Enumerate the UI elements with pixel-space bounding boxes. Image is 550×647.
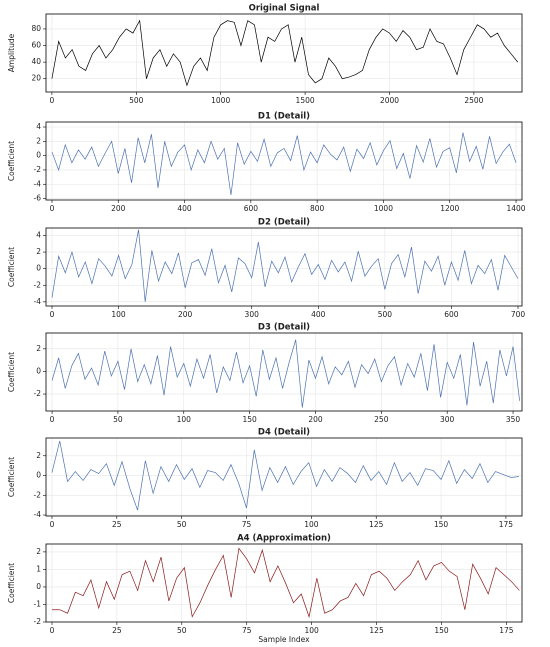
y-axis-label: Coefficient xyxy=(7,457,16,497)
x-tick-label: 200 xyxy=(111,204,126,213)
panel-title: D1 (Detail) xyxy=(258,112,310,122)
plot-frame xyxy=(45,121,523,201)
y-tick-label: 0 xyxy=(36,366,41,375)
y-axis-label: Coefficient xyxy=(7,141,16,181)
x-tick-label: 0 xyxy=(50,415,55,424)
x-tick-label: 1400 xyxy=(506,204,525,213)
signal-line xyxy=(51,132,517,196)
y-tick-label: 0 xyxy=(36,582,41,591)
x-tick-label: 250 xyxy=(374,415,389,424)
signal-line xyxy=(51,547,520,619)
y-tick-label: -6 xyxy=(34,194,42,203)
x-tick-label: 2500 xyxy=(464,96,483,105)
panel-title: D2 (Detail) xyxy=(258,218,310,228)
x-tick-label: 75 xyxy=(242,626,252,635)
plot-frame xyxy=(45,437,523,517)
y-tick-label: 1 xyxy=(36,564,41,573)
y-tick-label: 60 xyxy=(31,41,41,50)
x-tick-label: 125 xyxy=(369,626,384,635)
x-tick-label: 75 xyxy=(242,520,252,529)
y-tick-label: -4 xyxy=(34,297,42,306)
x-tick-label: 800 xyxy=(310,204,325,213)
y-tick-label: 40 xyxy=(31,57,41,66)
plot-frame xyxy=(45,13,523,93)
x-tick-label: 600 xyxy=(244,204,259,213)
y-axis-label: Coefficient xyxy=(7,563,16,603)
y-tick-label: -4 xyxy=(34,179,42,188)
y-tick-label: -2 xyxy=(34,389,42,398)
x-tick-label: 0 xyxy=(50,204,55,213)
x-tick-label: 100 xyxy=(111,310,126,319)
y-tick-label: 20 xyxy=(31,74,41,83)
x-tick-label: 700 xyxy=(511,310,526,319)
signal-line xyxy=(51,229,519,302)
y-tick-label: 2 xyxy=(36,451,41,460)
x-tick-label: 0 xyxy=(50,520,55,529)
x-tick-label: 150 xyxy=(434,520,449,529)
y-tick-label: 2 xyxy=(36,344,41,353)
x-tick-label: 2000 xyxy=(380,96,399,105)
y-tick-label: -2 xyxy=(34,165,42,174)
x-tick-label: 0 xyxy=(50,96,55,105)
x-tick-label: 150 xyxy=(434,626,449,635)
x-tick-label: 1200 xyxy=(440,204,459,213)
x-tick-label: 1000 xyxy=(211,96,230,105)
y-tick-label: 80 xyxy=(31,24,41,33)
y-axis-label: Coefficient xyxy=(7,247,16,287)
y-tick-label: -2 xyxy=(34,617,42,626)
x-tick-label: 50 xyxy=(177,626,187,635)
panel-title: A4 (Approximation) xyxy=(237,534,331,544)
x-tick-label: 25 xyxy=(112,626,122,635)
x-tick-label: 175 xyxy=(499,520,514,529)
y-tick-label: 4 xyxy=(36,122,41,131)
x-tick-label: 25 xyxy=(112,520,122,529)
plot-frame xyxy=(45,332,523,412)
x-tick-label: 100 xyxy=(177,415,192,424)
x-tick-label: 300 xyxy=(245,310,260,319)
x-tick-label: 350 xyxy=(506,415,521,424)
x-tick-label: 400 xyxy=(311,310,326,319)
y-tick-label: 0 xyxy=(36,264,41,273)
y-tick-label: 2 xyxy=(36,136,41,145)
y-tick-label: -2 xyxy=(34,280,42,289)
panel-title: D3 (Detail) xyxy=(258,323,310,333)
y-tick-label: 2 xyxy=(36,547,41,556)
y-tick-label: -4 xyxy=(34,510,42,519)
x-tick-label: 300 xyxy=(440,415,455,424)
x-tick-label: 50 xyxy=(113,415,123,424)
y-tick-label: -1 xyxy=(34,599,42,608)
plot-frame xyxy=(45,227,523,307)
x-tick-label: 500 xyxy=(129,96,144,105)
x-tick-label: 400 xyxy=(177,204,192,213)
plot-frame xyxy=(45,543,523,623)
x-tick-label: 0 xyxy=(50,310,55,319)
x-tick-label: 175 xyxy=(499,626,514,635)
x-tick-label: 600 xyxy=(444,310,459,319)
y-tick-label: 2 xyxy=(36,247,41,256)
y-axis-label: Amplitude xyxy=(7,33,16,72)
panel-title: Original Signal xyxy=(249,4,320,14)
signal-line xyxy=(51,19,519,87)
panel-title: D4 (Detail) xyxy=(258,428,310,438)
signal-line xyxy=(51,339,520,408)
x-tick-label: 1500 xyxy=(296,96,315,105)
y-axis-label: Coefficient xyxy=(7,352,16,392)
x-tick-label: 100 xyxy=(304,520,319,529)
x-tick-label: 500 xyxy=(378,310,393,319)
x-tick-label: 50 xyxy=(177,520,187,529)
y-tick-label: 4 xyxy=(36,230,41,239)
x-tick-label: 150 xyxy=(242,415,257,424)
y-tick-label: 0 xyxy=(36,151,41,160)
x-tick-label: 125 xyxy=(369,520,384,529)
y-tick-label: 0 xyxy=(36,471,41,480)
x-tick-label: 200 xyxy=(178,310,193,319)
signal-line xyxy=(51,440,519,511)
y-tick-label: -2 xyxy=(34,490,42,499)
x-tick-label: 200 xyxy=(308,415,323,424)
x-axis-label: Sample Index xyxy=(258,635,310,644)
x-tick-label: 100 xyxy=(304,626,319,635)
x-tick-label: 0 xyxy=(50,626,55,635)
x-tick-label: 1000 xyxy=(374,204,393,213)
